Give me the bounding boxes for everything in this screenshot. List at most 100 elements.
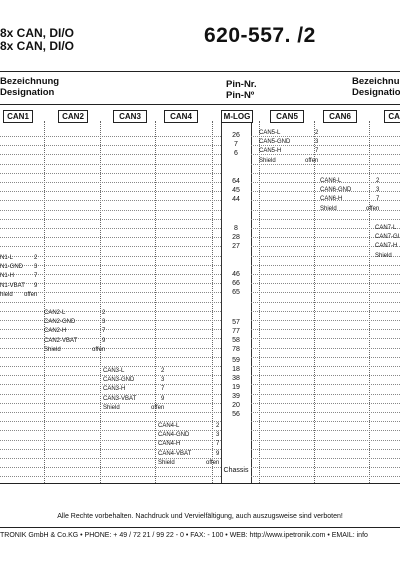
signal-pin: 2 xyxy=(34,255,38,261)
signal-pin: 9 xyxy=(102,337,106,344)
signal-name: CAN3-H xyxy=(103,386,126,393)
signal-row: N1-H 7 xyxy=(0,272,37,281)
signal-pin: offen xyxy=(24,291,38,298)
signal-name: CAN5-GND xyxy=(259,139,291,146)
signal-name: CAN2-GND xyxy=(44,319,76,326)
row-line xyxy=(251,421,400,422)
signal-row: CAN7-H xyxy=(375,242,400,251)
signal-pin: 7 xyxy=(102,328,106,335)
pin-column-border xyxy=(221,121,222,483)
pin-number: 39 xyxy=(232,393,240,400)
row-line xyxy=(251,283,400,284)
pin-group-chassis: Chassis xyxy=(223,466,249,475)
row-line xyxy=(251,440,400,441)
signal-row: N1-VBAT 9 xyxy=(0,282,37,291)
pin-number: 20 xyxy=(232,402,240,409)
pin-heading: Pin-Nr. Pin-Nº xyxy=(226,79,257,101)
row-line xyxy=(0,283,221,284)
row-line xyxy=(251,412,400,413)
signal-row: CAN3-VBAT 9 xyxy=(103,395,164,404)
row-line xyxy=(0,430,221,431)
signal-name: Shield xyxy=(320,205,337,212)
row-line xyxy=(251,274,400,275)
signal-row: CAN2-GND 3 xyxy=(44,318,105,327)
pin-number: 77 xyxy=(232,328,240,335)
signal-row: hield offen xyxy=(0,291,37,300)
pin-number: 19 xyxy=(232,384,240,391)
row-line xyxy=(251,458,400,459)
signal-name: CAN4-VBAT xyxy=(158,450,192,457)
signal-pin: 3 xyxy=(216,432,220,439)
signal-pin: 2 xyxy=(376,178,380,184)
signal-row: N1-GND 3 xyxy=(0,263,37,272)
pin-number: 38 xyxy=(232,375,240,382)
signal-row: Shield offen xyxy=(158,459,219,468)
signal-row: CAN3-H 7 xyxy=(103,385,164,394)
designation-en-left: Designation xyxy=(0,87,55,98)
row-line xyxy=(251,394,400,395)
row-line xyxy=(0,219,221,220)
signal-pin: 3 xyxy=(34,264,38,271)
row-line xyxy=(0,154,221,155)
can2-signal-block: CAN2-L 2 CAN2-GND 3 CAN2-H 7 CAN2-VBAT 9 Shield o… xyxy=(44,309,105,355)
signal-name: CAN7-L xyxy=(375,225,397,231)
row-line xyxy=(251,467,400,468)
signal-pin: 9 xyxy=(34,282,38,289)
signal-name: Shield xyxy=(103,404,120,411)
signal-row: CAN6-L 2 xyxy=(320,177,379,186)
row-line xyxy=(0,311,221,312)
signal-name: hield xyxy=(0,291,13,298)
signal-pin: 3 xyxy=(376,187,380,194)
pin-number: 7 xyxy=(234,141,238,148)
tab-can5: CAN5 xyxy=(270,110,304,123)
can7-signal-block: CAN7-L CAN7-GI CAN7-H Shield xyxy=(375,224,400,261)
signal-name: CAN5-H xyxy=(259,148,282,155)
part-number: 620-557. /2 xyxy=(204,24,316,47)
pin-number: 45 xyxy=(232,187,240,194)
rights-notice: Alle Rechte vorbehalten. Nachdruck und V… xyxy=(57,513,343,520)
signal-name: CAN6-H xyxy=(320,196,343,203)
signal-name: Shield xyxy=(259,157,276,164)
row-line xyxy=(251,430,400,431)
pin-number: 26 xyxy=(232,132,240,139)
signal-pin: 3 xyxy=(315,139,319,146)
footer-rule xyxy=(0,527,400,528)
pin-number: 8 xyxy=(234,225,238,232)
row-line xyxy=(0,329,221,330)
pin-chassis: Chassis xyxy=(223,467,249,474)
signal-row: Shield offen xyxy=(44,346,105,355)
signal-row: CAN4-GND 3 xyxy=(158,431,219,440)
signal-row: CAN6-GND 3 xyxy=(320,186,379,195)
pin-number: 58 xyxy=(232,337,240,344)
signal-name: CAN2-VBAT xyxy=(44,337,78,344)
row-line xyxy=(0,467,221,468)
row-line xyxy=(0,191,221,192)
signal-pin: 9 xyxy=(216,450,220,457)
row-line xyxy=(251,265,400,266)
row-line xyxy=(0,164,221,165)
pin-group-3: 8 28 27 xyxy=(223,224,249,251)
tab-can7: CAN xyxy=(384,110,400,123)
pin-number: 56 xyxy=(232,411,240,418)
tab-can6: CAN6 xyxy=(323,110,357,123)
row-line xyxy=(251,191,400,192)
row-line xyxy=(251,173,400,174)
row-line xyxy=(251,366,400,367)
signal-name: N1-GND xyxy=(0,264,24,271)
title-line-1: 8x CAN, DI/O xyxy=(0,26,75,40)
row-line xyxy=(0,384,221,385)
pin-number: 65 xyxy=(232,289,240,296)
signal-name: N1-L xyxy=(0,255,14,261)
row-line xyxy=(0,394,221,395)
row-line xyxy=(0,145,221,146)
signal-row: Shield offen xyxy=(103,404,164,413)
pin-group-5: 57 77 58 78 xyxy=(223,318,249,354)
row-line xyxy=(251,145,400,146)
pin-group-2: 64 45 44 xyxy=(223,177,249,204)
row-line xyxy=(0,412,221,413)
row-line xyxy=(251,329,400,330)
row-line xyxy=(0,357,221,358)
row-line xyxy=(0,302,221,303)
signal-name: N1-VBAT xyxy=(0,282,25,289)
signal-row: CAN2-L 2 xyxy=(44,309,105,318)
